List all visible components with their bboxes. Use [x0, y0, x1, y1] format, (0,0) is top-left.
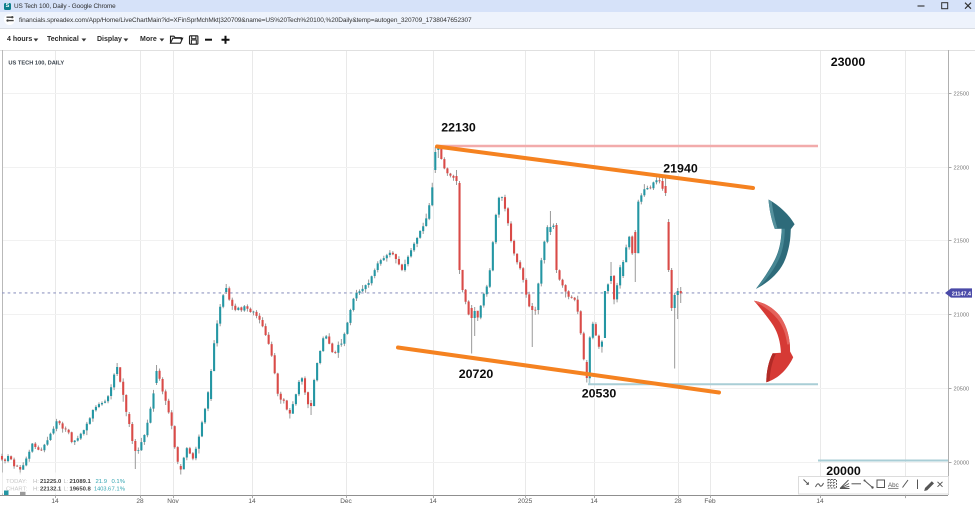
svg-text:22500: 22500	[954, 91, 970, 97]
svg-text:21.9: 21.9	[96, 479, 107, 485]
svg-text:22000: 22000	[954, 165, 970, 171]
svg-text:14: 14	[816, 498, 824, 505]
svg-text:H:: H:	[33, 486, 39, 492]
svg-text:14: 14	[51, 498, 59, 505]
svg-text:14: 14	[590, 498, 598, 505]
svg-text:7.1%: 7.1%	[112, 486, 126, 492]
svg-text:20000: 20000	[954, 460, 970, 466]
svg-text:L:: L:	[64, 479, 69, 485]
svg-text:20720: 20720	[459, 367, 494, 381]
svg-text:21147.4: 21147.4	[952, 291, 972, 297]
svg-text:14: 14	[429, 498, 437, 505]
svg-text:20530: 20530	[582, 387, 617, 401]
svg-text:Abc: Abc	[888, 482, 899, 489]
svg-text:28: 28	[136, 498, 144, 505]
svg-text:Nov: Nov	[167, 498, 179, 505]
svg-text:28: 28	[674, 498, 682, 505]
svg-text:L:: L:	[64, 486, 69, 492]
svg-text:14: 14	[248, 498, 256, 505]
svg-text:21089.1: 21089.1	[70, 479, 92, 485]
svg-text:20500: 20500	[954, 386, 970, 392]
svg-text:CHART:: CHART:	[6, 486, 28, 492]
svg-text:19650.8: 19650.8	[70, 486, 92, 492]
svg-text:2025: 2025	[518, 498, 533, 505]
svg-text:21000: 21000	[954, 312, 970, 318]
svg-text:23000: 23000	[831, 55, 866, 69]
svg-text:0.1%: 0.1%	[112, 479, 126, 485]
svg-text:Dec: Dec	[340, 498, 352, 505]
svg-text:21940: 21940	[663, 162, 698, 176]
svg-text:22132.1: 22132.1	[40, 486, 62, 492]
svg-text:21225.0: 21225.0	[40, 479, 62, 485]
svg-text:H:: H:	[33, 479, 39, 485]
svg-text:TODAY:: TODAY:	[6, 479, 27, 485]
svg-text:21500: 21500	[954, 238, 970, 244]
svg-text:Feb: Feb	[704, 498, 716, 505]
svg-text:US TECH 100, DAILY: US TECH 100, DAILY	[8, 60, 64, 66]
svg-text:1403.6: 1403.6	[94, 486, 111, 492]
svg-text:22130: 22130	[441, 121, 476, 135]
svg-text:20000: 20000	[826, 464, 861, 478]
